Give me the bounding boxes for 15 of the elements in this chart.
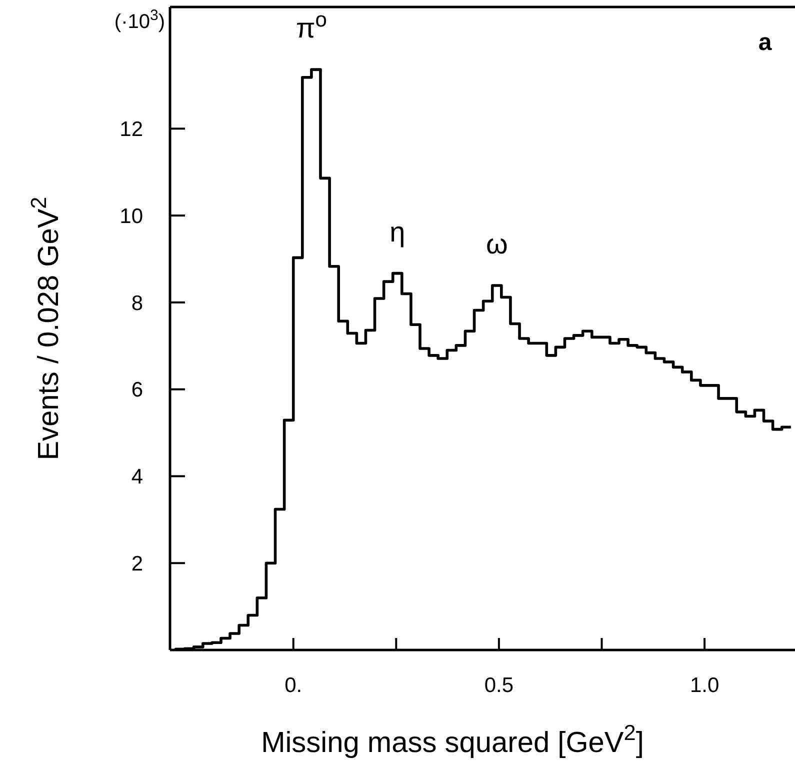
y-tick-label: 4 bbox=[131, 466, 144, 489]
y-tick-label: 8 bbox=[131, 292, 143, 315]
y-tick-label: 12 bbox=[120, 118, 143, 141]
x-tick-label: 0.5 bbox=[484, 674, 514, 697]
annotation: η bbox=[390, 216, 406, 248]
x-tick-label: 0. bbox=[284, 674, 302, 697]
x-axis-title: Missing mass squared [GeV$^{2}$] bbox=[261, 720, 644, 759]
annotation: a bbox=[758, 29, 772, 56]
text: (·10$^{3}$) bbox=[114, 6, 165, 33]
y-tick-label: 6 bbox=[131, 378, 143, 402]
x-tick-label: 1.0 bbox=[690, 674, 720, 697]
annotation: ω bbox=[486, 228, 508, 260]
annotation: π$^{o}$ bbox=[296, 8, 327, 44]
y-tick-label: 2 bbox=[131, 552, 143, 576]
y-tick-label: 10 bbox=[120, 204, 143, 228]
